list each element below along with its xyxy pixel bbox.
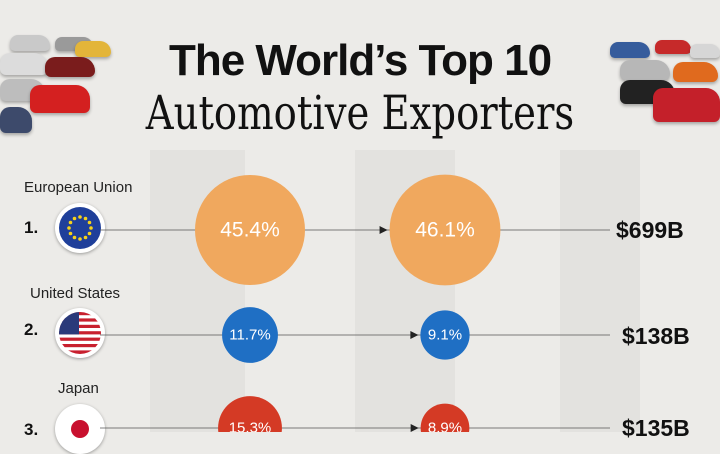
arrow-head [410,331,419,339]
share-bubble-to [389,174,501,286]
car-pile-left-illustration [0,35,120,135]
rank-number: 1. [24,218,39,237]
us-flag-icon [55,308,105,358]
title-line-2: Automotive Exporters [145,86,575,141]
export-value: $138B [622,323,690,349]
rank-number: 2. [24,320,39,339]
arrow-head [379,226,388,234]
country-label: European Union [24,179,133,196]
share-bubble-to [420,310,470,360]
share-label-to: 46.1% [415,219,475,242]
country-label: United States [30,285,121,302]
share-label-to: 8.9% [428,420,462,433]
share-bubble-to [420,403,470,432]
share-label-from: 45.4% [220,219,280,242]
share-bubble-from [222,307,278,363]
share-label-from: 11.7% [229,327,270,344]
share-label-from: 15.3% [229,420,272,433]
arrow-head [410,424,419,432]
background-band [560,150,640,432]
share-label-to: 9.1% [428,327,462,344]
export-value: $699B [616,217,684,243]
eu-flag-icon [55,203,105,253]
share-bubble-from [218,396,282,432]
bubble-chart: 45.4% 46.1% 11.7% 9.1% 15.3% 8.9% [100,174,610,433]
country-label: Japan [58,380,99,397]
title-line-1: The World’s Top 10 [168,36,552,85]
car-pile-right-illustration [605,40,720,135]
share-bubble-from [195,175,305,285]
